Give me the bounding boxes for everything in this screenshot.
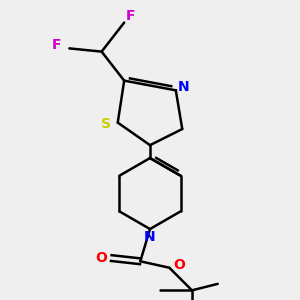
Text: F: F [52,38,61,52]
Text: O: O [96,251,108,265]
Text: F: F [126,9,135,23]
Text: O: O [173,257,185,272]
Text: N: N [178,80,190,94]
Text: N: N [144,230,156,244]
Text: S: S [101,117,112,131]
